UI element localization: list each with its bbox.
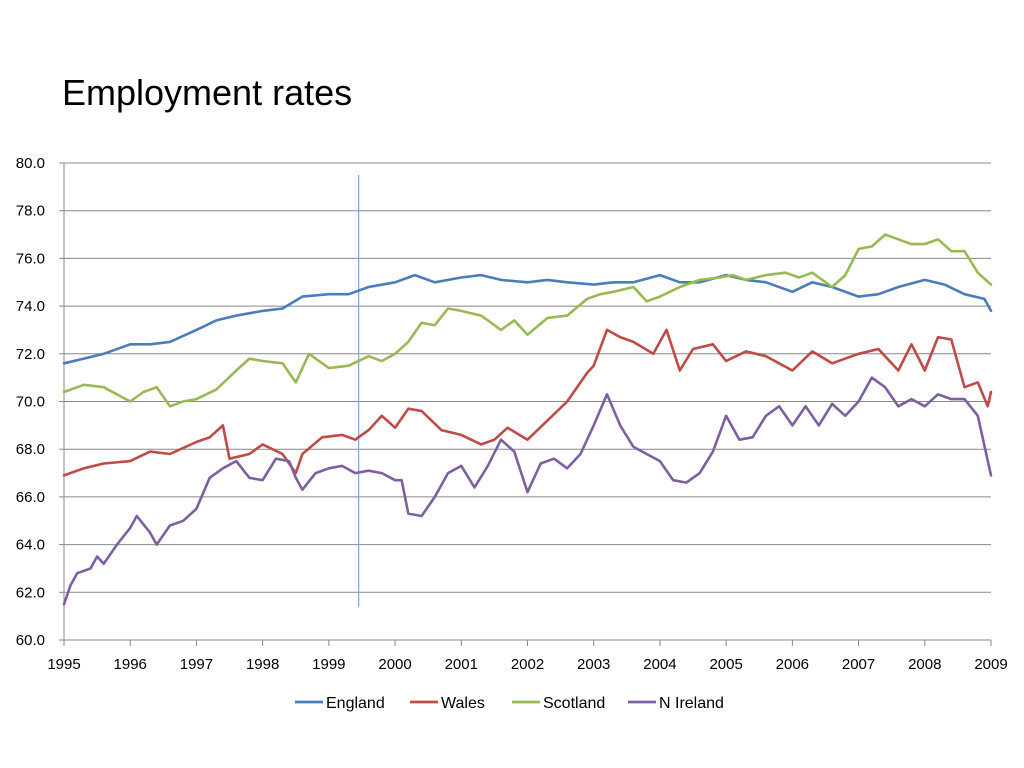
x-tick-label: 2008 <box>908 656 941 673</box>
y-tick-label: 62.0 <box>16 584 45 601</box>
x-tick-label: 2002 <box>511 656 544 673</box>
series-line-scotland <box>62 233 993 408</box>
x-tick-label: 2005 <box>709 656 742 673</box>
chart-title: Employment rates <box>62 72 353 113</box>
y-tick-label: 74.0 <box>16 298 45 315</box>
x-tick-label: 1995 <box>47 656 80 673</box>
x-tick-label: 1999 <box>312 656 345 673</box>
x-tick-label: 2009 <box>974 656 1007 673</box>
x-tick-label: 1997 <box>180 656 213 673</box>
x-tick-label: 2003 <box>577 656 610 673</box>
legend-label: Scotland <box>543 695 605 712</box>
y-tick-label: 64.0 <box>16 537 45 554</box>
y-tick-label: 66.0 <box>16 489 45 506</box>
series-line-n-ireland <box>62 376 993 606</box>
x-tick-label: 2000 <box>378 656 411 673</box>
y-tick-label: 72.0 <box>16 346 45 363</box>
y-tick-label: 60.0 <box>16 632 45 649</box>
y-tick-label: 78.0 <box>16 203 45 220</box>
x-tick-label: 2006 <box>776 656 809 673</box>
x-tick-label: 2004 <box>643 656 676 673</box>
x-tick-label: 1998 <box>246 656 279 673</box>
y-tick-label: 68.0 <box>16 441 45 458</box>
x-tick-label: 2007 <box>842 656 875 673</box>
legend-label: Wales <box>441 695 485 712</box>
x-tick-label: 1996 <box>114 656 147 673</box>
y-tick-label: 70.0 <box>16 394 45 411</box>
legend-label: N Ireland <box>659 695 724 712</box>
series-line-wales <box>62 328 993 477</box>
y-tick-label: 76.0 <box>16 250 45 267</box>
legend-label: England <box>326 695 385 712</box>
x-tick-label: 2001 <box>445 656 478 673</box>
series-line-england <box>62 273 993 365</box>
y-tick-label: 80.0 <box>16 155 45 172</box>
